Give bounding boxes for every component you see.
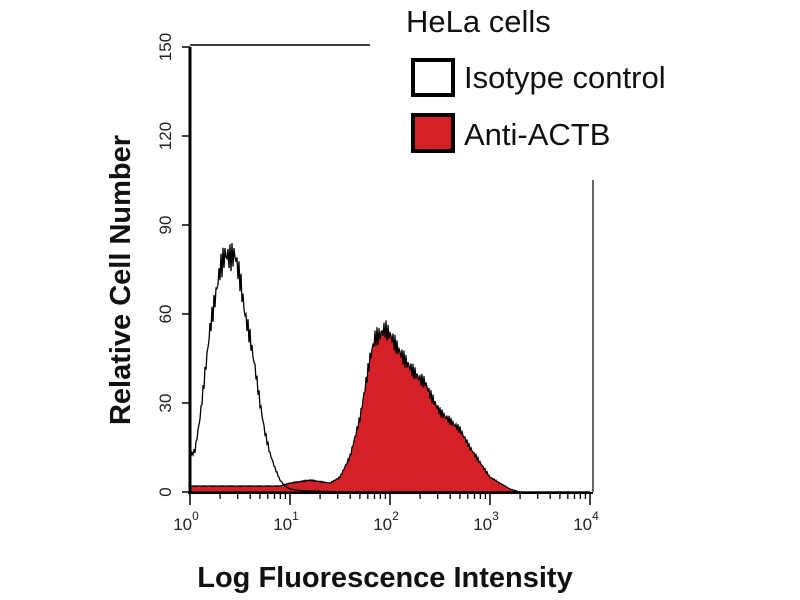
x-tick-label: 101	[273, 509, 299, 534]
y-tick-label: 90	[156, 216, 175, 235]
legend-title: HeLa cells	[406, 4, 551, 39]
y-tick-label: 0	[156, 487, 175, 496]
x-tick-label: 102	[373, 509, 399, 534]
x-tick-base: 10	[573, 515, 592, 534]
legend-swatch-anti-actb	[411, 113, 455, 153]
x-tick-base: 10	[273, 515, 292, 534]
plot-frame	[190, 44, 594, 492]
series-area-anti-actb	[189, 320, 590, 493]
y-axis-label: Relative Cell Number	[105, 135, 137, 425]
y-tick-label: 120	[156, 122, 175, 150]
y-tick-label: 60	[156, 305, 175, 324]
x-tick-base: 10	[373, 515, 392, 534]
x-tick-exponent: 2	[392, 509, 399, 523]
legend-label-anti-actb: Anti-ACTB	[464, 117, 610, 152]
y-tick-label: 30	[156, 394, 175, 413]
x-tick-exponent: 0	[192, 509, 199, 523]
x-tick-exponent: 1	[292, 509, 299, 523]
x-tick-exponent: 4	[592, 509, 599, 523]
y-tick-label: 150	[156, 33, 175, 61]
legend-swatch-isotype	[411, 58, 455, 97]
x-axis-label: Log Fluorescence Intensity	[197, 562, 572, 594]
legend: HeLa cells Isotype control Anti-ACTB	[406, 4, 666, 153]
x-tick-label: 103	[473, 509, 499, 534]
x-tick-base: 10	[173, 515, 192, 534]
x-tick-label: 100	[173, 509, 199, 534]
x-tick-base: 10	[473, 515, 492, 534]
x-tick-exponent: 3	[492, 509, 499, 523]
legend-label-isotype: Isotype control	[464, 60, 666, 95]
x-tick-label: 104	[573, 509, 599, 534]
